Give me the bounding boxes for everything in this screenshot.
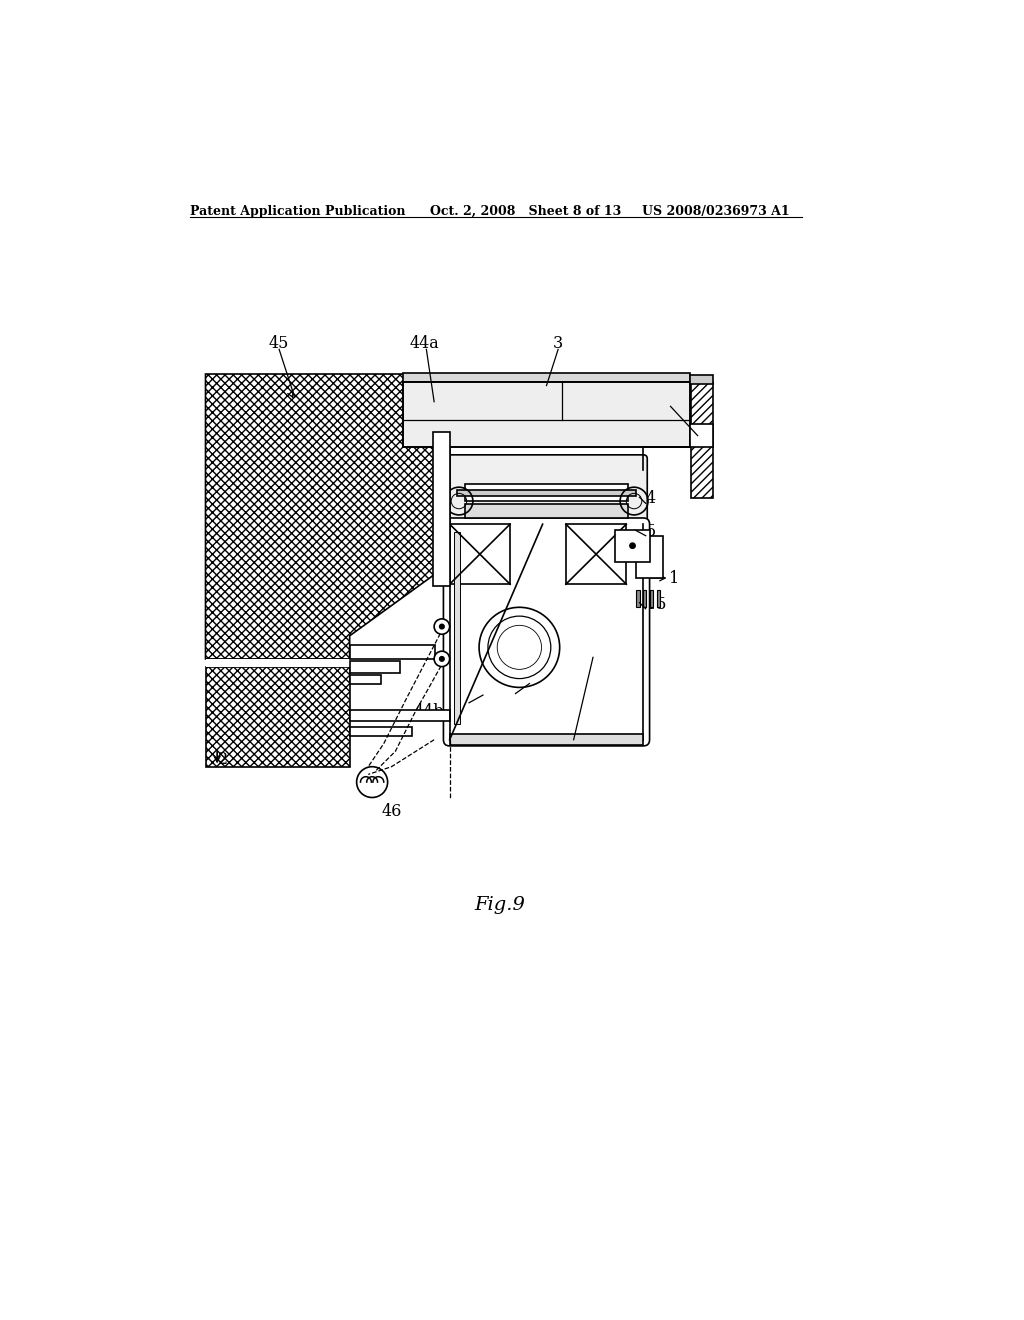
- Circle shape: [434, 651, 450, 667]
- Text: 45: 45: [269, 335, 290, 351]
- Text: 2: 2: [217, 751, 227, 767]
- Bar: [636, 536, 663, 578]
- Text: US 2008/0236973 A1: US 2008/0236973 A1: [642, 205, 790, 218]
- Text: Patent Application Publication: Patent Application Publication: [190, 205, 406, 218]
- Bar: [349, 675, 381, 684]
- Bar: [465, 484, 628, 502]
- Text: 5: 5: [646, 523, 656, 540]
- Text: 44b: 44b: [414, 702, 444, 719]
- Text: Oct. 2, 2008   Sheet 8 of 13: Oct. 2, 2008 Sheet 8 of 13: [430, 205, 622, 218]
- Bar: [349, 645, 435, 659]
- Polygon shape: [206, 667, 349, 767]
- Bar: [690, 375, 713, 384]
- Bar: [349, 661, 400, 673]
- Text: 15: 15: [646, 595, 667, 612]
- Bar: [403, 383, 690, 447]
- Circle shape: [439, 624, 444, 628]
- Bar: [349, 710, 451, 721]
- Bar: [450, 734, 643, 744]
- Text: 47: 47: [529, 671, 550, 688]
- Bar: [454, 532, 460, 725]
- Bar: [206, 659, 349, 667]
- Bar: [614, 529, 650, 562]
- Bar: [691, 383, 713, 498]
- Circle shape: [630, 543, 635, 548]
- Text: 8: 8: [666, 392, 676, 409]
- Circle shape: [434, 619, 450, 635]
- Bar: [450, 524, 510, 585]
- Bar: [636, 590, 640, 607]
- Bar: [690, 424, 713, 447]
- Polygon shape: [206, 374, 435, 659]
- Text: Fig.9: Fig.9: [474, 896, 525, 915]
- Circle shape: [439, 656, 444, 661]
- Bar: [649, 590, 653, 607]
- Text: 1: 1: [669, 569, 679, 586]
- Text: 44a: 44a: [410, 335, 439, 351]
- Bar: [465, 504, 628, 517]
- FancyBboxPatch shape: [443, 517, 649, 746]
- Bar: [432, 432, 450, 586]
- Text: 3: 3: [553, 335, 563, 351]
- Bar: [643, 590, 646, 607]
- Bar: [458, 490, 636, 496]
- Bar: [349, 726, 412, 737]
- Bar: [656, 590, 660, 607]
- Text: 44: 44: [483, 682, 503, 700]
- Text: 46: 46: [381, 803, 401, 820]
- Text: 4: 4: [646, 490, 655, 507]
- Bar: [566, 524, 627, 585]
- Text: 28: 28: [593, 644, 613, 661]
- FancyBboxPatch shape: [445, 455, 647, 528]
- Bar: [403, 374, 690, 383]
